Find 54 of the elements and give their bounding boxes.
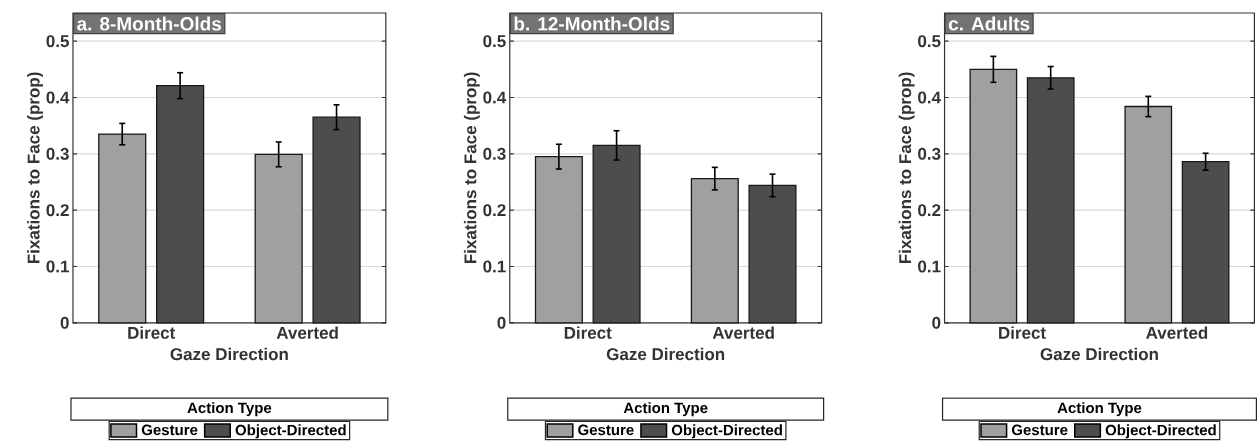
bar [690, 178, 739, 324]
y-axis-title: Fixations to Face (prop) [27, 72, 43, 264]
legend-label: Object-Directed [1105, 424, 1216, 439]
y-tick-label: 0.2 [483, 204, 506, 217]
bar [748, 184, 797, 324]
y-tick-label: 0.1 [483, 260, 506, 273]
x-axis-title: Gaze Direction [1040, 347, 1158, 361]
bar [592, 144, 641, 324]
y-tick-label: 0.4 [46, 91, 70, 104]
x-tick-label: Direct [564, 326, 612, 339]
y-tick-label: 0.4 [918, 91, 941, 104]
bar [156, 85, 205, 324]
bar [534, 156, 583, 324]
legend-label: Gesture [141, 424, 198, 436]
x-axis-title: Gaze Direction [170, 347, 288, 361]
y-tick-label: 0.3 [483, 147, 506, 160]
x-tick-label: Direct [999, 326, 1046, 339]
y-tick-label: 0.1 [46, 260, 69, 273]
chart-title: c. Adults [948, 16, 1030, 31]
bar [1026, 77, 1075, 324]
y-axis-title: Fixations to Face (prop) [898, 72, 915, 264]
y-tick-label: 0.2 [46, 204, 69, 217]
legend-label: Object-Directed [671, 424, 782, 439]
y-tick-label: 0.5 [46, 35, 69, 48]
legend-title: Action Type [623, 402, 708, 417]
y-tick-label: 0.3 [46, 147, 69, 160]
bar [1124, 105, 1173, 324]
bar [254, 153, 303, 324]
y-axis-title: Fixations to Face (prop) [463, 72, 480, 264]
y-tick-label: 0 [932, 316, 941, 329]
x-axis-title: Gaze Direction [606, 347, 725, 361]
y-tick-label: 0.5 [483, 35, 506, 48]
bar [969, 68, 1018, 324]
bar [1181, 161, 1230, 324]
bar [312, 116, 361, 324]
legend-title: Action Type [1057, 402, 1142, 417]
legend-label: Object-Directed [235, 424, 346, 439]
y-tick-label: 0 [60, 316, 69, 329]
chart-title: a. 8-Month-Olds [77, 16, 222, 31]
x-tick-label: Averted [712, 326, 774, 339]
legend-title: Action Type [187, 402, 272, 417]
chart-title: b. 12-Month-Olds [514, 16, 670, 31]
y-tick-label: 0.5 [918, 35, 941, 48]
legend-label: Gesture [578, 424, 634, 436]
y-tick-label: 0.3 [918, 147, 941, 160]
legend-label: Gesture [1011, 424, 1068, 436]
y-tick-label: 0 [497, 316, 506, 329]
y-tick-label: 0.4 [483, 91, 507, 104]
x-tick-label: Averted [276, 326, 338, 339]
x-tick-label: Direct [128, 326, 176, 339]
x-tick-label: Averted [1146, 326, 1208, 339]
bar [98, 133, 147, 324]
y-tick-label: 0.2 [918, 204, 941, 217]
y-tick-label: 0.1 [918, 260, 941, 273]
